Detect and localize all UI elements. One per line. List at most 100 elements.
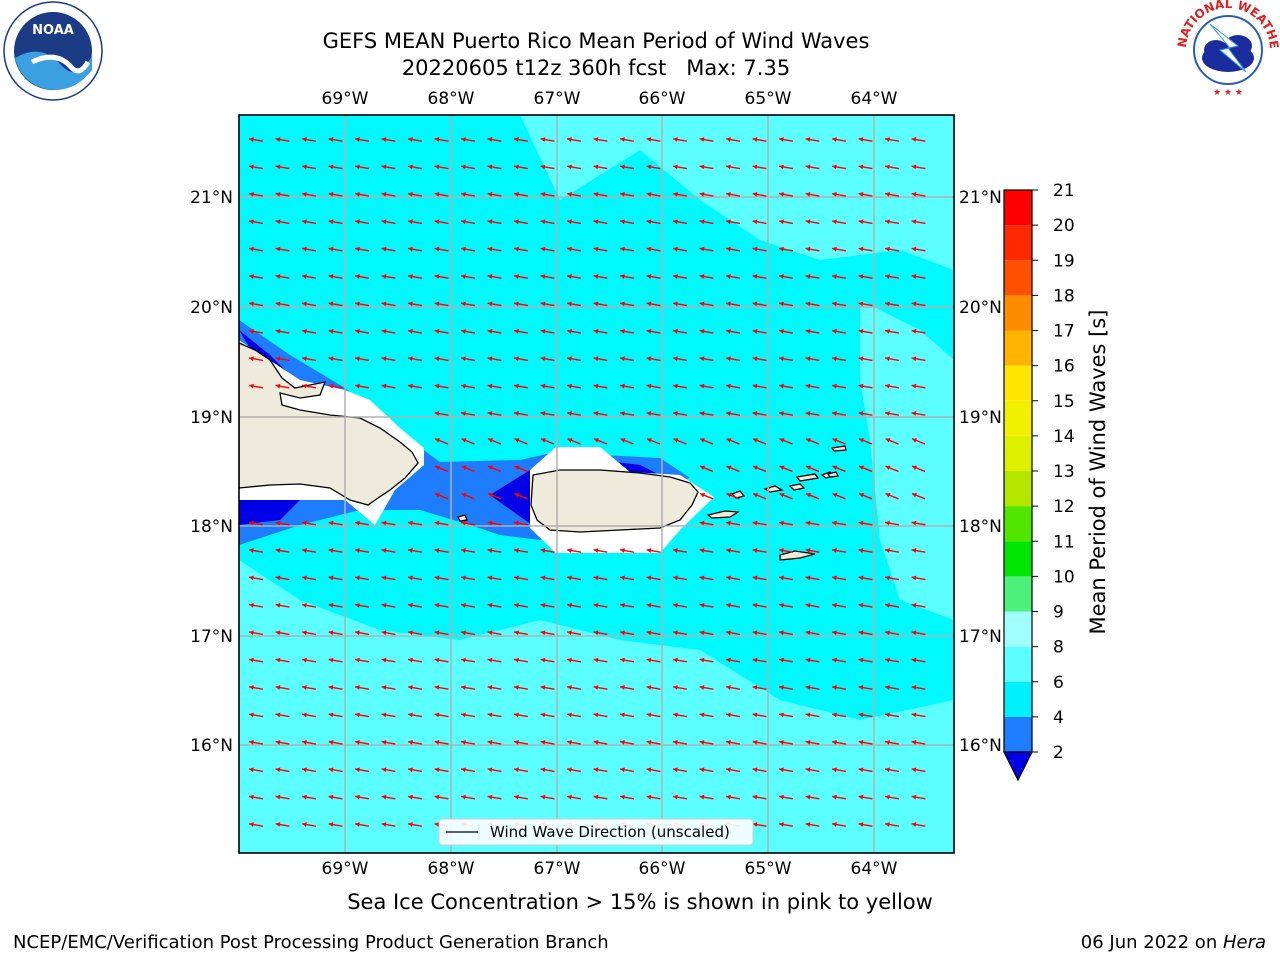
wind-wave-arrow xyxy=(911,794,926,800)
wind-wave-arrow xyxy=(407,575,423,581)
colorbar-extend-arrow xyxy=(1003,751,1033,782)
wind-wave-arrow xyxy=(460,520,476,526)
lat-tick-label: 17°N xyxy=(190,627,233,647)
wind-wave-arrow xyxy=(460,685,476,690)
wind-wave-arrow xyxy=(752,630,767,636)
wind-wave-arrow xyxy=(540,164,555,170)
lon-tick-label: 68°W xyxy=(428,89,475,109)
wind-wave-arrow xyxy=(567,438,581,445)
wind-wave-arrow xyxy=(566,383,582,389)
wind-wave-arrow xyxy=(593,767,608,773)
wind-wave-arrow xyxy=(911,739,926,745)
wind-wave-arrow xyxy=(513,685,529,690)
wind-wave-arrow xyxy=(778,520,794,526)
lon-tick-label: 68°W xyxy=(428,859,475,879)
wind-wave-arrow xyxy=(354,767,370,773)
wind-wave-arrow xyxy=(275,301,290,307)
period-band-6-8 xyxy=(239,560,954,853)
wind-wave-arrow xyxy=(911,219,926,225)
wind-wave-arrow xyxy=(460,246,476,252)
wind-wave-arrow xyxy=(699,794,714,800)
wind-wave-arrow xyxy=(752,575,767,581)
wind-wave-arrow xyxy=(301,301,317,307)
wind-wave-arrow xyxy=(884,685,900,690)
lat-tick-label: 17°N xyxy=(959,627,1002,647)
wind-wave-arrow xyxy=(407,548,423,553)
wind-wave-arrow xyxy=(460,137,476,142)
wind-wave-arrow xyxy=(328,739,343,745)
wind-wave-arrow xyxy=(301,383,317,389)
footer-credit: NCEP/EMC/Verification Post Processing Pr… xyxy=(13,932,609,953)
wind-wave-arrow xyxy=(540,630,555,636)
wind-wave-arrow xyxy=(407,520,423,526)
wind-wave-arrow xyxy=(407,739,423,745)
wind-wave-arrow xyxy=(328,520,343,526)
wind-wave-arrow xyxy=(593,657,608,663)
wind-wave-arrow xyxy=(513,548,529,553)
wind-wave-arrow xyxy=(911,328,926,334)
wind-wave-arrow xyxy=(381,383,396,389)
wind-wave-arrow xyxy=(752,274,767,279)
wind-wave-arrow xyxy=(566,274,582,279)
wind-wave-arrow xyxy=(248,301,264,307)
wind-wave-arrow xyxy=(805,246,820,252)
wind-wave-arrow xyxy=(831,712,847,718)
wind-wave-arrow xyxy=(699,492,714,500)
wind-wave-arrow xyxy=(540,411,555,416)
wind-wave-arrow xyxy=(911,274,926,279)
wind-wave-arrow xyxy=(381,822,396,827)
lon-tick-label: 66°W xyxy=(639,89,686,109)
wind-wave-arrow xyxy=(805,328,820,334)
wind-wave-arrow xyxy=(884,356,900,362)
wind-wave-arrow xyxy=(778,274,794,279)
wind-wave-arrow xyxy=(460,602,476,608)
wind-wave-arrow xyxy=(301,328,317,334)
wind-wave-arrow xyxy=(884,548,900,553)
lat-tick-label: 21°N xyxy=(190,188,233,208)
wind-wave-arrow xyxy=(275,575,290,581)
lon-tick-label: 65°W xyxy=(745,859,792,879)
max-label: Max: 7.35 xyxy=(686,56,791,80)
wind-wave-arrow xyxy=(911,492,926,500)
wind-wave-arrow xyxy=(778,794,794,800)
wind-wave-arrow xyxy=(619,712,635,718)
wind-wave-arrow xyxy=(487,602,502,608)
wind-wave-arrow xyxy=(858,685,873,690)
wind-wave-arrow xyxy=(248,712,264,718)
wind-wave-arrow xyxy=(646,739,661,745)
colorbar-segment xyxy=(1004,400,1032,436)
wind-wave-arrow xyxy=(778,630,794,636)
wind-wave-arrow xyxy=(487,438,502,445)
wind-wave-arrow xyxy=(858,548,873,553)
wind-wave-arrow xyxy=(513,411,529,416)
wind-wave-arrow xyxy=(275,657,290,663)
mona-island xyxy=(457,514,468,522)
wind-wave-arrow xyxy=(858,438,873,445)
wind-wave-arrow xyxy=(831,767,847,773)
wind-wave-arrow xyxy=(911,356,926,362)
wind-wave-arrow xyxy=(487,356,502,362)
wind-wave-arrow xyxy=(301,685,317,690)
wind-wave-arrow xyxy=(646,246,661,252)
wind-wave-arrow xyxy=(831,164,847,170)
wind-wave-arrow xyxy=(619,602,635,608)
wind-wave-arrow xyxy=(487,794,502,800)
wind-wave-arrow xyxy=(884,657,900,663)
wind-wave-arrow xyxy=(381,301,396,307)
wind-wave-arrow xyxy=(248,767,264,773)
lon-tick-label: 65°W xyxy=(745,89,792,109)
wind-wave-arrow xyxy=(381,630,396,636)
wind-wave-arrow xyxy=(832,465,846,473)
lat-tick-label: 19°N xyxy=(959,408,1002,428)
wind-wave-arrow xyxy=(460,164,476,170)
wind-wave-arrow xyxy=(540,137,555,142)
wind-wave-arrow xyxy=(566,794,582,800)
wind-wave-arrow xyxy=(407,657,423,663)
wind-wave-arrow xyxy=(513,767,529,773)
wind-wave-arrow xyxy=(699,383,714,389)
wind-wave-arrow xyxy=(752,411,767,416)
wind-wave-arrow xyxy=(699,630,714,636)
wind-wave-arrow xyxy=(831,685,847,690)
wind-wave-arrow xyxy=(248,274,264,279)
